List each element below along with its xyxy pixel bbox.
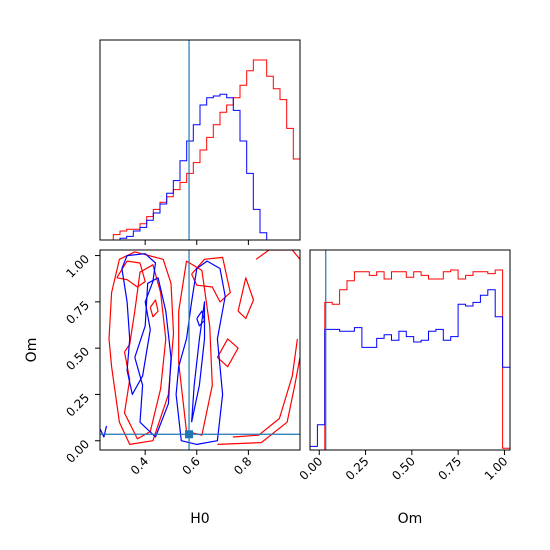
contour-y-tick-label: 0.00 <box>63 437 92 466</box>
contour-blue-level <box>121 253 157 395</box>
om-histogram-panel: 0.00 0.25 0.50 0.75 1.00 <box>297 249 511 483</box>
om-x-axis-label: Om <box>398 511 423 527</box>
contour-x-tick-label: 0.6 <box>179 454 202 477</box>
om-x-tick-label: 0.75 <box>435 454 464 483</box>
om-hist-blue-series <box>310 289 510 447</box>
contour-red-level <box>116 260 146 288</box>
contour-blue-level <box>191 301 206 423</box>
contour-x-axis-label: H0 <box>190 511 209 527</box>
om-x-tick-label: 0.25 <box>343 454 372 483</box>
contour-lines <box>100 250 300 445</box>
om-x-tick-label: 1.00 <box>482 454 511 483</box>
h0-histogram-panel <box>99 39 301 245</box>
contour-red-level <box>216 338 239 368</box>
contour-red-level <box>123 264 167 440</box>
om-hist-red-series <box>310 269 510 451</box>
contour-red-level <box>237 277 255 320</box>
contour-red-level <box>255 250 300 260</box>
truth-marker <box>185 430 194 439</box>
contour-y-axis-label: Om <box>24 338 40 363</box>
h0-histogram-frame <box>99 39 301 241</box>
h0-hist-red-series <box>100 59 300 241</box>
contour-blue-level <box>175 260 226 445</box>
contour-red-level <box>149 299 159 318</box>
contour-blue-level <box>196 310 206 327</box>
contour-y-tick-label: 0.75 <box>63 298 92 327</box>
contour-y-tick-label: 0.25 <box>63 391 92 420</box>
contour-red-level <box>108 251 175 445</box>
contour-red-level <box>232 338 298 438</box>
om-x-tick-label: 0.00 <box>297 454 326 483</box>
contour-y-tick-label: 0.50 <box>63 344 92 373</box>
contour-x-tick-label: 0.4 <box>128 454 151 477</box>
contour-frame <box>99 249 301 451</box>
h0-hist-blue-series <box>100 93 300 241</box>
contour-x-tick-label: 0.8 <box>231 454 254 477</box>
contour-red-level <box>217 357 300 445</box>
om-x-tick-label: 0.50 <box>389 454 418 483</box>
contour-panel: 0.4 0.6 0.8 0.00 0.25 0.50 0.75 1.00 <box>63 249 301 478</box>
om-histogram-frame <box>309 249 511 451</box>
contour-blue-level <box>134 277 172 438</box>
contour-y-tick-label: 1.00 <box>63 252 92 281</box>
